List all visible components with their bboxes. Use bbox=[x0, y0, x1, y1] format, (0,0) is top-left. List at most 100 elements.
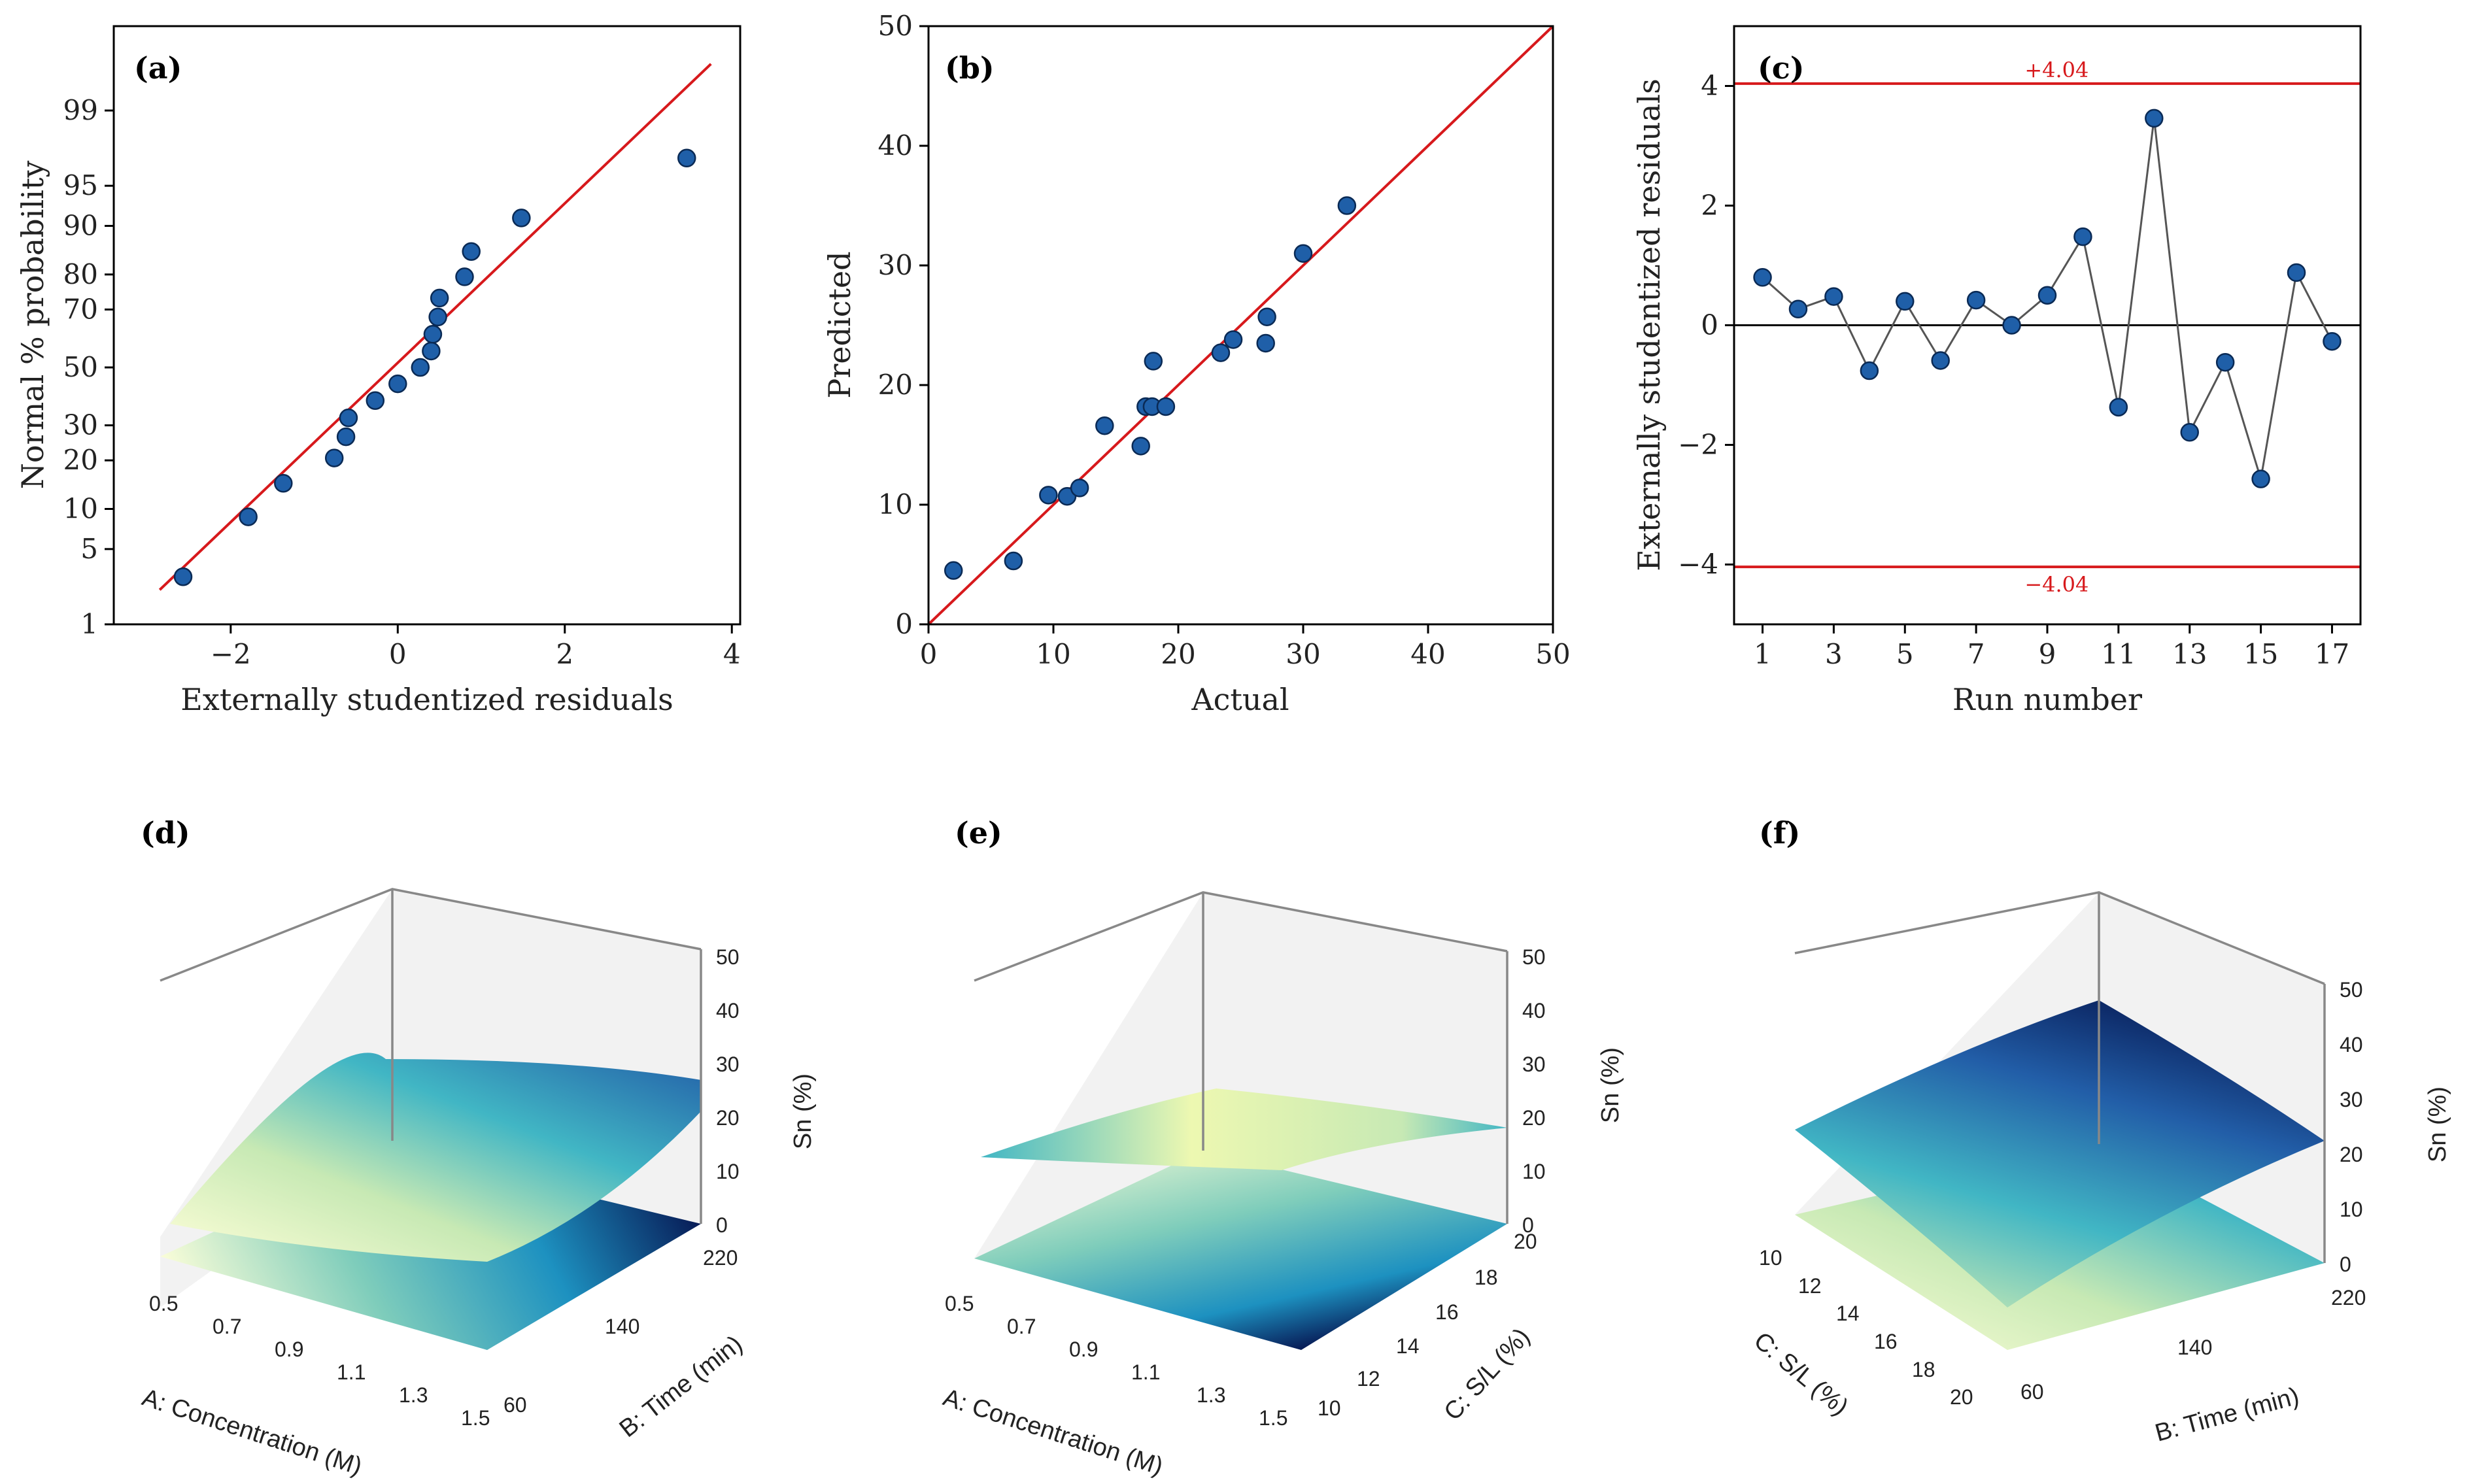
c-x-tick-label: 17 bbox=[2315, 638, 2349, 670]
b-data-point bbox=[1256, 333, 1275, 353]
d-top-surface bbox=[170, 1053, 701, 1262]
b-data-point bbox=[1039, 486, 1058, 505]
e-panel-label: (e) bbox=[955, 815, 1002, 851]
e-y-tick-5: 20 bbox=[1514, 1230, 1537, 1253]
panel-e: 0.5 0.7 0.9 1.1 1.3 1.5 A: Concentration… bbox=[940, 815, 1624, 1481]
e-x-tick-4: 1.3 bbox=[1197, 1383, 1225, 1407]
b-x-tick-label: 20 bbox=[1161, 638, 1195, 670]
b-fit-line bbox=[927, 25, 1554, 626]
f-y-tick-labels: 60 140 220 bbox=[2020, 1286, 2366, 1404]
f-z-tick-2: 20 bbox=[2340, 1143, 2363, 1166]
a-data-point bbox=[339, 408, 358, 428]
c-data-point bbox=[1896, 292, 1915, 311]
f-panel-label: (f) bbox=[1759, 815, 1800, 851]
e-z-tick-labels: 0 10 20 30 40 50 bbox=[1522, 945, 1546, 1237]
c-data-point bbox=[1788, 299, 1808, 319]
a-panel-label: (a) bbox=[134, 50, 182, 86]
a-data-point bbox=[677, 148, 696, 168]
panel-f: 10 12 14 16 18 20 C: S/L (%) 60 140 220 … bbox=[1748, 815, 2451, 1447]
c-y-tick-label: 2 bbox=[1701, 190, 1718, 222]
b-data-point bbox=[1131, 437, 1150, 456]
a-y-tick-label: 1 bbox=[80, 608, 98, 640]
c-data-point bbox=[1860, 361, 1879, 380]
b-points bbox=[944, 196, 1357, 580]
a-data-point bbox=[411, 358, 430, 377]
d-z-axis-title: Sn (%) bbox=[789, 1073, 817, 1149]
e-y-tick-2: 14 bbox=[1396, 1334, 1420, 1358]
b-x-tick-label: 30 bbox=[1286, 638, 1320, 670]
c-x-tick-label: 15 bbox=[2243, 638, 2278, 670]
e-y-tick-3: 16 bbox=[1435, 1300, 1459, 1324]
e-z-tick-2: 20 bbox=[1522, 1106, 1546, 1130]
a-y-tick-label: 50 bbox=[63, 351, 98, 383]
b-plot-frame bbox=[927, 25, 1554, 626]
a-x-ticks: −2 0 2 4 bbox=[211, 624, 741, 670]
a-x-axis-title: Externally studentized residuals bbox=[180, 682, 673, 717]
f-x-tick-2: 14 bbox=[1836, 1302, 1860, 1325]
d-z-tick-5: 50 bbox=[716, 945, 740, 969]
f-x-tick-0: 10 bbox=[1759, 1246, 1782, 1270]
panel-d: 0.5 0.7 0.9 1.1 1.3 1.5 A: Concentration… bbox=[139, 815, 817, 1481]
e-back-left-pane bbox=[974, 892, 1203, 1258]
e-x-axis-title: A: Concentration (M) bbox=[940, 1384, 1166, 1481]
a-data-point bbox=[512, 209, 531, 228]
b-x-tick-label: 40 bbox=[1410, 638, 1445, 670]
d-x-tick-1: 0.7 bbox=[213, 1315, 241, 1338]
d-panel-label: (d) bbox=[141, 815, 190, 851]
b-y-ticks: 0 10 20 30 40 50 bbox=[878, 10, 929, 640]
d-y-tick-0: 60 bbox=[503, 1393, 527, 1417]
a-data-point bbox=[430, 288, 449, 308]
a-points bbox=[173, 148, 696, 586]
b-data-point bbox=[944, 561, 963, 580]
a-data-point bbox=[422, 341, 441, 361]
a-x-tick-label: 4 bbox=[723, 638, 741, 670]
b-y-tick-label: 30 bbox=[878, 249, 913, 281]
b-data-point bbox=[1004, 551, 1023, 571]
e-z-tick-3: 30 bbox=[1522, 1053, 1546, 1076]
c-limit-label: +4.04 bbox=[2024, 58, 2088, 82]
f-z-tick-1: 10 bbox=[2340, 1198, 2363, 1221]
a-x-tick-label: 0 bbox=[389, 638, 407, 670]
a-y-tick-label: 99 bbox=[63, 94, 98, 126]
d-y-tick-labels: 60 140 220 bbox=[503, 1246, 738, 1417]
f-y-tick-1: 140 bbox=[2177, 1336, 2212, 1359]
c-y-axis-title: Externally studentized residuals bbox=[1631, 78, 1667, 571]
f-x-tick-5: 20 bbox=[1950, 1385, 1973, 1409]
e-x-tick-labels: 0.5 0.7 0.9 1.1 1.3 1.5 bbox=[945, 1292, 1287, 1430]
c-y-tick-label: −2 bbox=[1678, 429, 1718, 461]
f-x-axis-title: C: S/L (%) bbox=[1748, 1327, 1853, 1421]
f-z-tick-3: 30 bbox=[2340, 1088, 2363, 1111]
f-x-tick-1: 12 bbox=[1798, 1274, 1822, 1298]
e-z-tick-5: 50 bbox=[1522, 945, 1546, 969]
c-panel-label: (c) bbox=[1758, 50, 1805, 86]
a-y-tick-label: 70 bbox=[63, 293, 98, 325]
c-data-point bbox=[2109, 397, 2128, 417]
c-y-tick-label: −4 bbox=[1678, 548, 1718, 581]
c-data-point bbox=[2287, 263, 2306, 282]
e-y-axis-title: C: S/L (%) bbox=[1439, 1323, 1535, 1426]
e-z-tick-0: 0 bbox=[1522, 1213, 1534, 1237]
c-x-axis-title: Run number bbox=[1952, 682, 2142, 717]
f-x-tick-labels: 10 12 14 16 18 20 bbox=[1759, 1246, 1973, 1409]
e-x-tick-2: 0.9 bbox=[1069, 1338, 1098, 1361]
f-z-tick-labels: 0 10 20 30 40 50 bbox=[2340, 978, 2363, 1276]
c-data-point bbox=[1824, 287, 1843, 306]
b-data-point bbox=[1257, 307, 1276, 326]
b-data-point bbox=[1156, 397, 1176, 416]
c-limit-label: −4.04 bbox=[2024, 572, 2088, 597]
f-y-tick-2: 220 bbox=[2331, 1286, 2366, 1309]
c-limit-lines: +4.04 −4.04 bbox=[1734, 58, 2360, 597]
c-data-point bbox=[2145, 109, 2164, 128]
b-panel-label: (b) bbox=[945, 50, 995, 86]
b-x-tick-label: 10 bbox=[1036, 638, 1070, 670]
c-y-tick-label: 0 bbox=[1701, 309, 1718, 341]
c-x-tick-label: 5 bbox=[1896, 638, 1914, 670]
e-z-tick-1: 10 bbox=[1522, 1160, 1546, 1183]
c-data-point bbox=[2002, 316, 2021, 335]
d-x-tick-2: 0.9 bbox=[275, 1338, 303, 1361]
b-data-point bbox=[1070, 479, 1089, 497]
b-data-point bbox=[1337, 196, 1357, 215]
b-x-ticks: 0 10 20 30 40 50 bbox=[920, 624, 1571, 670]
